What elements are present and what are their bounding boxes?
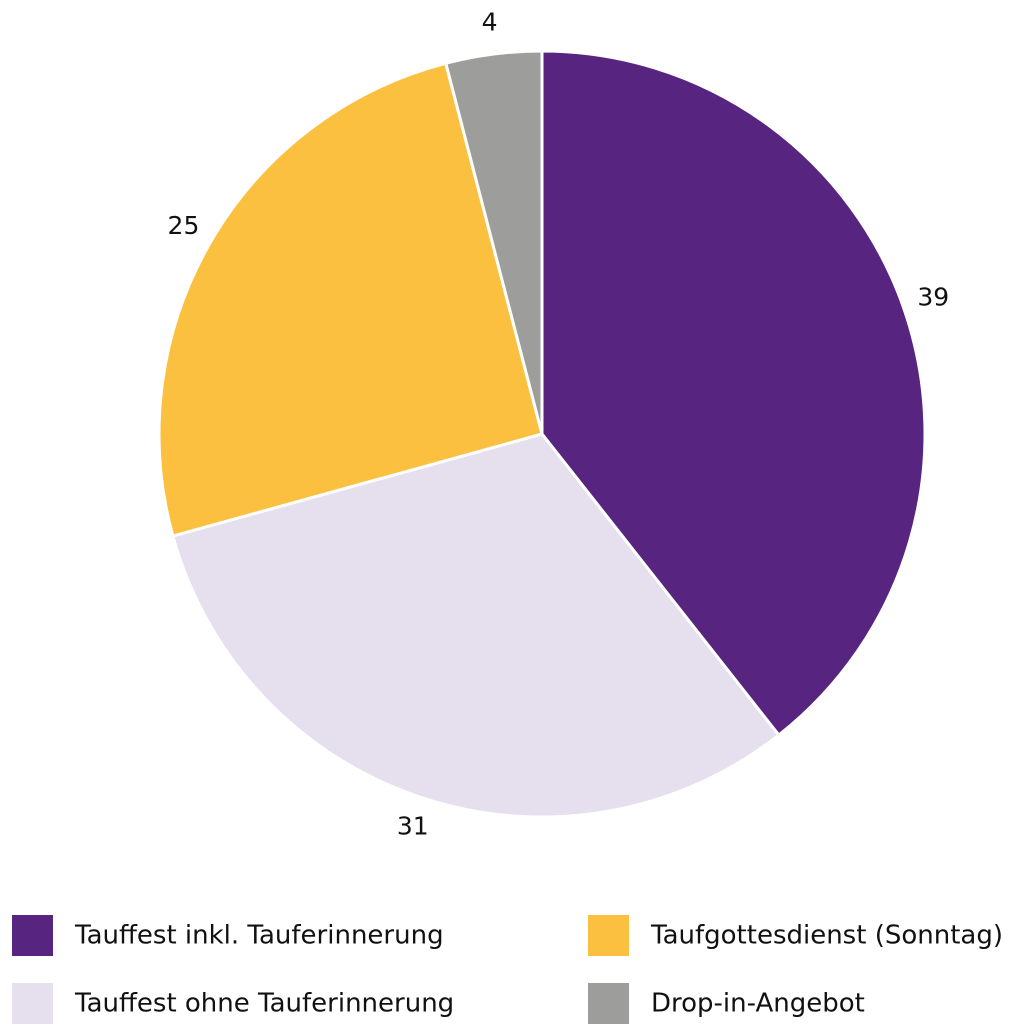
data-label: 31 [397,811,429,840]
legend-swatch [12,983,53,1024]
data-label: 25 [168,211,200,240]
legend-label: Drop-in-Angebot [651,989,865,1019]
pie-slice [171,432,781,819]
legend-swatch [12,915,53,956]
pie-slice [443,49,544,435]
pie-slice [157,61,544,538]
legend-label: Tauffest ohne Tauferinnerung [74,989,454,1019]
legend-swatch [588,983,629,1024]
legend-label: Tauffest inkl. Tauferinnerung [74,921,444,951]
data-label: 4 [482,7,498,36]
data-label: 39 [917,283,949,312]
legend-swatch [588,915,629,956]
legend-label: Taufgottesdienst (Sonntag) [650,921,1003,951]
pie-slice [540,49,927,738]
